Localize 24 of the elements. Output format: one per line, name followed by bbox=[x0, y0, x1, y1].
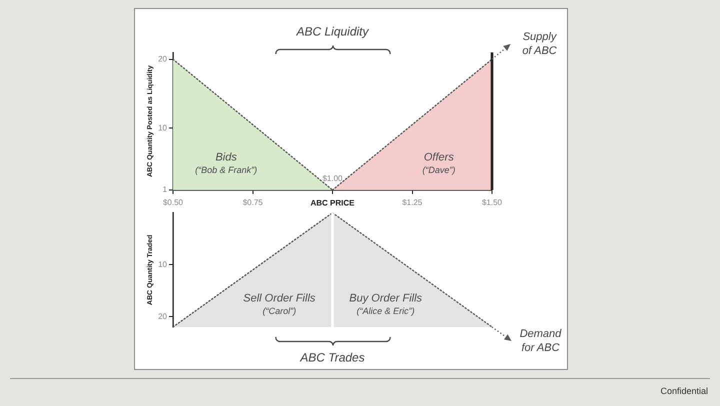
series-label: Bids bbox=[215, 151, 238, 164]
annotation: (“Alice & Eric”) bbox=[356, 306, 415, 316]
x-tick-label: $0.50 bbox=[162, 198, 184, 208]
y-tick-label: 20 bbox=[158, 54, 168, 64]
series-label: Sell Order Fills bbox=[243, 292, 316, 305]
text: ABC Trades bbox=[299, 350, 365, 365]
text: Confidential bbox=[660, 386, 708, 396]
series-label: Buy Order Fills bbox=[349, 292, 423, 305]
x-tick-label: $1.25 bbox=[402, 198, 423, 208]
x-axis-title: ABC PRICE bbox=[310, 198, 356, 208]
y-tick-label: 20 bbox=[158, 312, 168, 321]
annotation: $1.00 bbox=[322, 174, 344, 184]
text: Supply of ABC bbox=[521, 30, 558, 58]
annotation: (“Bob & Frank”) bbox=[195, 164, 258, 175]
text: Demand for ABC bbox=[518, 326, 562, 355]
y-tick-label: 10 bbox=[158, 123, 168, 132]
annotation: (“Dave”) bbox=[422, 164, 456, 175]
x-tick-label: $1.50 bbox=[482, 198, 503, 208]
y-tick-label: 1 bbox=[162, 185, 168, 194]
chart-title: ABC Liquidity bbox=[295, 24, 370, 39]
x-tick-label: $0.75 bbox=[242, 198, 264, 208]
annotation: (“Carol”) bbox=[262, 306, 296, 316]
series-label: Offers bbox=[424, 151, 454, 164]
y-tick-label: 10 bbox=[158, 260, 168, 269]
